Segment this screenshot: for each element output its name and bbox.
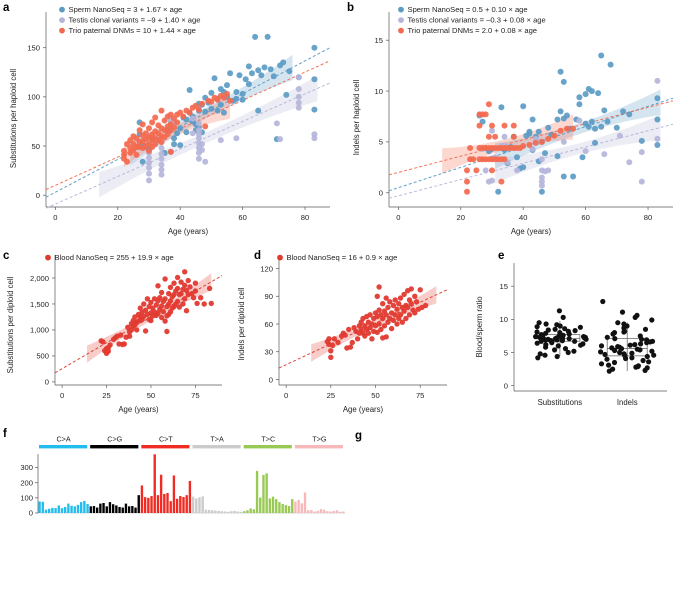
svg-text:Testis clonal variants = –9 +: Testis clonal variants = –9 + 1.40 × age — [69, 16, 201, 25]
svg-text:75: 75 — [191, 391, 199, 400]
panel-f: f C>A C>G C>T T>A T>C T>G 0 100 200 300 — [0, 425, 350, 593]
svg-text:10: 10 — [375, 87, 383, 96]
panel-e: e 0 5 10 15 Blood/sperm ratio Substitutions In… — [462, 243, 685, 425]
svg-text:Blood/sperm ratio: Blood/sperm ratio — [475, 296, 484, 358]
svg-text:0: 0 — [60, 391, 64, 400]
svg-text:50: 50 — [147, 391, 155, 400]
svg-text:Indels per diploid cell: Indels per diploid cell — [237, 287, 246, 360]
svg-text:50: 50 — [371, 391, 379, 400]
svg-text:60: 60 — [265, 320, 273, 329]
svg-text:5: 5 — [379, 138, 383, 147]
svg-text:40: 40 — [519, 213, 527, 222]
svg-text:100: 100 — [27, 93, 40, 102]
panel-a-plot: 0 50 100 150 0 20 40 60 80 Age (years) Substitutio… — [9, 5, 331, 236]
svg-text:150: 150 — [27, 44, 40, 53]
panel-g-label: g — [355, 430, 363, 442]
svg-text:Substitutions: Substitutions — [538, 398, 583, 407]
panel-f-plot: C>A C>G C>T T>A T>C T>G 0 100 200 300 — [20, 435, 345, 518]
panel-g: g — [350, 425, 685, 593]
panel-c-plot: 0 500 1,000 1,500 2,000 0 25 50 75 Age (years) Sub… — [6, 253, 223, 414]
svg-text:5: 5 — [504, 348, 508, 357]
svg-text:Indels: Indels — [617, 398, 638, 407]
svg-text:0: 0 — [53, 213, 57, 222]
svg-text:C>A: C>A — [56, 435, 70, 444]
svg-text:Sperm NanoSeq = 3 + 1.67 × age: Sperm NanoSeq = 3 + 1.67 × age — [69, 5, 183, 14]
svg-text:20: 20 — [114, 213, 122, 222]
svg-text:80: 80 — [301, 213, 309, 222]
panel-c: c 0 500 1,000 1,500 2,000 0 25 50 75 Age (years) S… — [0, 243, 232, 425]
svg-text:120: 120 — [260, 264, 273, 273]
svg-text:0: 0 — [269, 375, 273, 384]
svg-text:C>G: C>G — [107, 435, 122, 444]
svg-text:0: 0 — [396, 213, 400, 222]
svg-text:Substitutions per diploid cell: Substitutions per diploid cell — [6, 276, 15, 373]
svg-text:C>T: C>T — [159, 435, 173, 444]
svg-text:Blood NanoSeq = 16 + 0.9 × age: Blood NanoSeq = 16 + 0.9 × age — [287, 253, 398, 262]
svg-text:90: 90 — [265, 292, 273, 301]
svg-text:T>A: T>A — [210, 435, 224, 444]
svg-text:500: 500 — [36, 352, 49, 361]
svg-text:Blood NanoSeq = 255 + 19.9 × a: Blood NanoSeq = 255 + 19.9 × age — [55, 253, 174, 262]
svg-text:100: 100 — [20, 493, 33, 502]
svg-text:Age (years): Age (years) — [511, 227, 552, 236]
svg-text:Age (years): Age (years) — [118, 405, 159, 414]
svg-text:T>C: T>C — [261, 435, 275, 444]
panel-e-plot: 0 5 10 15 Blood/sperm ratio Substitutions Inde… — [475, 263, 667, 407]
svg-text:80: 80 — [644, 213, 652, 222]
panel-a-label: a — [3, 2, 10, 14]
svg-text:0: 0 — [504, 381, 508, 390]
svg-text:15: 15 — [375, 36, 383, 45]
panel-b: b 0 5 10 15 0 20 40 60 80 Age (years) Indels per h… — [343, 0, 685, 240]
svg-text:0: 0 — [379, 189, 383, 198]
svg-text:T>G: T>G — [312, 435, 327, 444]
svg-text:60: 60 — [581, 213, 589, 222]
svg-text:300: 300 — [20, 463, 33, 472]
panel-f-label: f — [3, 428, 7, 440]
svg-text:1,000: 1,000 — [30, 326, 49, 335]
svg-text:0: 0 — [45, 378, 49, 387]
svg-text:0: 0 — [29, 509, 33, 518]
svg-text:Sperm NanoSeq = 0.5 + 0.10 × a: Sperm NanoSeq = 0.5 + 0.10 × age — [408, 5, 528, 14]
svg-text:Age (years): Age (years) — [343, 405, 384, 414]
svg-text:Trio paternal DNMs = 10 + 1.44: Trio paternal DNMs = 10 + 1.44 × age — [69, 26, 196, 35]
svg-text:2,000: 2,000 — [30, 274, 49, 283]
svg-text:20: 20 — [457, 213, 465, 222]
panel-a: a 0 50 100 150 0 20 40 60 80 Age (years) Substitut… — [0, 0, 343, 240]
panel-c-label: c — [3, 250, 10, 262]
panel-g-plot — [350, 425, 685, 593]
panel-b-label: b — [347, 2, 355, 14]
svg-text:25: 25 — [102, 391, 110, 400]
panel-d-plot: 0 30 60 90 120 0 25 50 75 Age (years) Indels per d… — [237, 253, 448, 414]
panel-b-plot: 0 5 10 15 0 20 40 60 80 Age (years) Indels per hap… — [352, 5, 674, 236]
panel-d-label: d — [254, 250, 262, 262]
svg-text:Indels per haploid cell: Indels per haploid cell — [352, 80, 361, 156]
panel-d: d 0 30 60 90 120 0 25 50 75 Age (years) Indels per… — [232, 243, 462, 425]
svg-text:0: 0 — [36, 191, 40, 200]
svg-text:1,500: 1,500 — [30, 300, 49, 309]
svg-text:15: 15 — [500, 282, 508, 291]
panel-e-label: e — [498, 250, 505, 262]
svg-text:75: 75 — [416, 391, 424, 400]
svg-text:40: 40 — [176, 213, 184, 222]
svg-text:60: 60 — [238, 213, 246, 222]
svg-text:Trio paternal DNMs = 2.0 + 0.0: Trio paternal DNMs = 2.0 + 0.08 × age — [408, 26, 538, 35]
svg-text:Testis clonal variants = –0.3: Testis clonal variants = –0.3 + 0.08 × a… — [408, 16, 546, 25]
svg-text:50: 50 — [32, 142, 40, 151]
svg-text:0: 0 — [284, 391, 288, 400]
svg-text:10: 10 — [500, 315, 508, 324]
svg-text:30: 30 — [265, 348, 273, 357]
svg-text:Age (years): Age (years) — [168, 227, 209, 236]
svg-text:25: 25 — [327, 391, 335, 400]
svg-text:Substitutions per haploid cell: Substitutions per haploid cell — [9, 69, 18, 169]
svg-text:200: 200 — [20, 478, 33, 487]
